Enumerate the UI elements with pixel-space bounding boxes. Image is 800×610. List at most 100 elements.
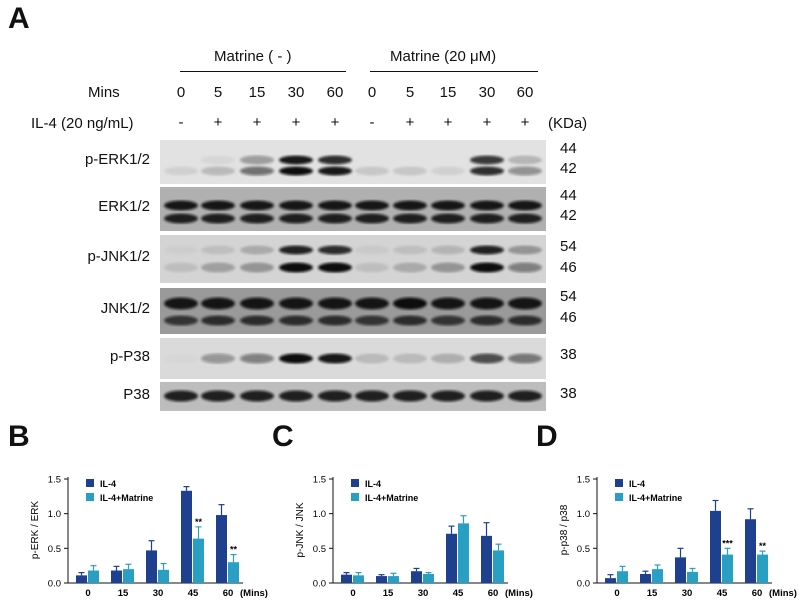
bar [745, 519, 756, 583]
x-tick-label: 15 [647, 588, 658, 599]
blot-row-label-1: ERK1/2 [98, 198, 150, 215]
legend-label: IL-4+Matrine [365, 493, 418, 503]
mins-lane-7: 15 [439, 84, 457, 101]
blot-row-label-5: P38 [123, 386, 150, 403]
bar [88, 570, 99, 583]
mins-row-label: Mins [88, 84, 120, 101]
kda-marker-4-0: 38 [560, 346, 577, 363]
bar [193, 538, 204, 583]
bar [652, 569, 663, 583]
x-tick-label: 30 [418, 588, 429, 599]
blot-strip-1 [160, 187, 546, 231]
kda-marker-5-0: 38 [560, 385, 577, 402]
x-tick-label: 60 [223, 588, 234, 599]
bar [687, 571, 698, 583]
x-tick-label: 15 [118, 588, 129, 599]
bar [376, 576, 387, 583]
legend-swatch [86, 493, 94, 501]
bar [411, 571, 422, 583]
blot-strip-4 [160, 338, 546, 379]
y-tick-label: 0.5 [48, 544, 61, 555]
bar [111, 570, 122, 583]
y-tick-label: 0.0 [313, 579, 326, 590]
il4-lane-3: + [291, 114, 301, 131]
mins-lane-2: 15 [248, 84, 266, 101]
x-tick-label: 30 [682, 588, 693, 599]
bar [675, 557, 686, 583]
x-unit-label: (Mins) [769, 588, 797, 599]
kda-marker-1-1: 42 [560, 207, 577, 224]
y-axis-label: p-p38 / p38 [559, 504, 570, 555]
kda-marker-3-0: 54 [560, 288, 577, 305]
il4-lane-2: + [252, 114, 262, 131]
bar [458, 523, 469, 583]
mins-lane-3: 30 [287, 84, 305, 101]
bar [388, 576, 399, 583]
legend-label: IL-4 [629, 479, 645, 489]
x-tick-label: 60 [488, 588, 499, 599]
chart-p-jnk: 0.0 0.5 1.0 1.5 p-JNK / JNK IL-4 IL-4+Matrine 0… [295, 475, 533, 600]
significance-marker: ** [230, 545, 238, 555]
kda-marker-0-1: 42 [560, 160, 577, 177]
x-tick-label: 0 [85, 588, 90, 599]
bar [617, 571, 628, 583]
il4-lane-0: - [178, 114, 184, 131]
y-tick-label: 0.5 [313, 544, 326, 555]
y-tick-label: 1.5 [48, 475, 61, 486]
y-tick-label: 1.0 [577, 509, 590, 520]
legend-swatch [351, 493, 359, 501]
mins-lane-4: 60 [326, 84, 344, 101]
x-unit-label: (Mins) [505, 588, 533, 599]
blot-strip-3 [160, 288, 546, 334]
bar [76, 575, 87, 583]
x-tick-label: 0 [614, 588, 619, 599]
y-axis-label: p-ERK / ERK [30, 501, 41, 560]
blot-strip-0 [160, 140, 546, 184]
blot-row-label-4: p-P38 [109, 348, 150, 365]
y-tick-label: 1.0 [48, 509, 61, 520]
bar [493, 550, 504, 583]
kda-marker-1-0: 44 [560, 187, 577, 204]
blot-image [160, 140, 546, 411]
bar [722, 554, 733, 583]
group-label-matrine-20: Matrine (20 μM) [390, 48, 497, 65]
blot-row-label-3: JNK1/2 [100, 300, 150, 317]
legend-label: IL-4+Matrine [629, 493, 682, 503]
il4-lane-6: + [405, 114, 415, 131]
il4-lane-1: + [213, 114, 223, 131]
legend-label: IL-4+Matrine [100, 493, 153, 503]
x-tick-label: 45 [717, 588, 728, 599]
bar [216, 515, 227, 583]
bar [423, 573, 434, 583]
x-unit-label: (Mins) [240, 588, 268, 599]
mins-lane-5: 0 [367, 84, 377, 101]
x-tick-label: 30 [153, 588, 164, 599]
kda-marker-0-0: 44 [560, 140, 577, 157]
bar [605, 578, 616, 583]
panel-label-a: A [8, 2, 30, 35]
panel-label-d: D [536, 420, 558, 453]
bar [757, 554, 768, 583]
kda-marker-2-0: 54 [560, 238, 577, 255]
y-tick-label: 1.5 [577, 475, 590, 486]
kda-marker-3-1: 46 [560, 309, 577, 326]
x-tick-label: 0 [350, 588, 355, 599]
bar-charts: 0.0 0.5 1.0 1.5 p-ERK / ERK IL-4 IL-4+Matrine 0… [30, 475, 797, 600]
bar [228, 562, 239, 583]
x-tick-label: 15 [383, 588, 394, 599]
mins-lane-8: 30 [478, 84, 496, 101]
bar [341, 574, 352, 583]
bar [181, 490, 192, 583]
chart-p-p38: 0.0 0.5 1.0 1.5 p-p38 / p38 IL-4 IL-4+Matrine 0… [559, 475, 797, 600]
significance-marker: ** [759, 541, 767, 551]
group-underline-2 [370, 71, 538, 72]
il4-lane-4: + [330, 114, 340, 131]
x-tick-label: 60 [752, 588, 763, 599]
blot-strip-5 [160, 382, 546, 411]
group-label-matrine-none: Matrine ( - ) [214, 48, 292, 65]
blot-row-label-2: p-JNK1/2 [87, 248, 150, 265]
bar [710, 510, 721, 583]
legend-swatch [351, 479, 359, 487]
x-tick-label: 45 [453, 588, 464, 599]
il4-lane-9: + [520, 114, 530, 131]
